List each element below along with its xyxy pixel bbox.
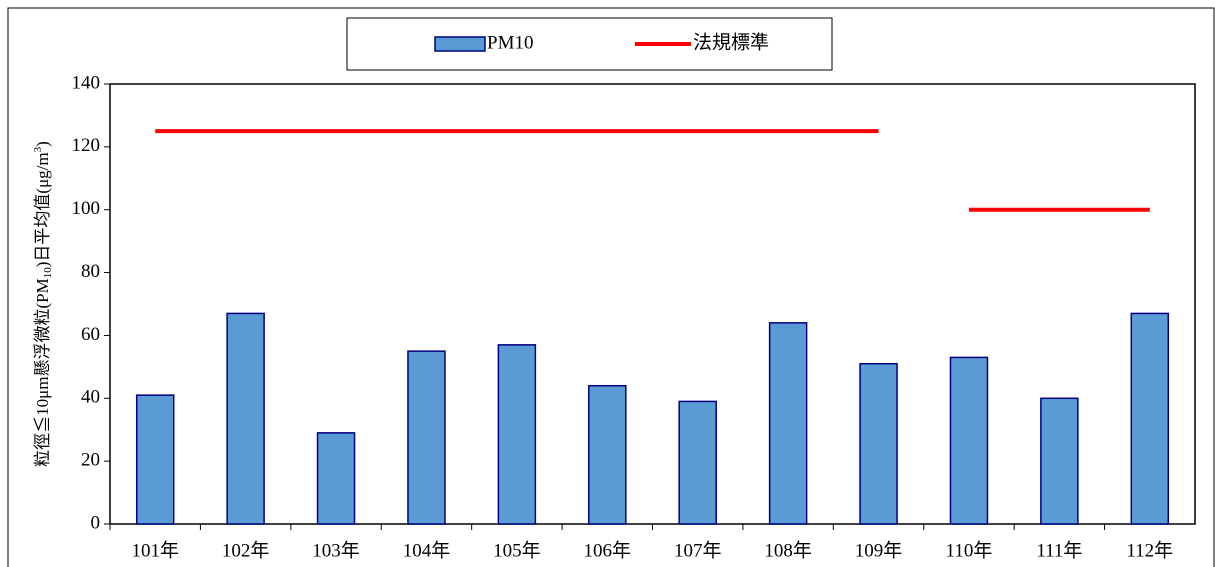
x-tick-label: 104年: [403, 539, 451, 561]
bar: [859, 362, 898, 525]
y-label-sup: 3: [32, 146, 44, 152]
legend-label: 法規標準: [693, 31, 769, 53]
y-tick-label: 120: [72, 135, 101, 156]
bar: [678, 400, 717, 525]
bar: [497, 344, 537, 525]
y-tick-label: 80: [81, 261, 100, 282]
x-tick-label: 109年: [855, 539, 903, 561]
x-tick-label: 101年: [131, 539, 179, 561]
y-tick-label: 100: [72, 198, 101, 219]
legend-swatch: [434, 36, 486, 52]
y-label-part: ): [33, 141, 52, 147]
x-tick-label: 103年: [312, 539, 360, 561]
bar: [135, 394, 175, 525]
x-tick-label: 105年: [493, 539, 541, 561]
x-tick-label: 112年: [1126, 539, 1173, 561]
bar: [1130, 312, 1170, 525]
y-label-part: 粒徑≦10μm懸浮微粒(PM: [33, 278, 52, 467]
y-tick-label: 20: [81, 450, 100, 471]
y-axis-label: 粒徑≦10μm懸浮微粒(PM10)日平均值(μg/m3): [32, 141, 54, 467]
y-tick-label: 0: [91, 512, 101, 533]
bar: [768, 322, 808, 525]
x-tick-label: 107年: [674, 539, 722, 561]
x-tick-label: 108年: [764, 539, 812, 561]
bar: [226, 312, 265, 525]
x-tick-label: 106年: [584, 539, 632, 561]
x-tick-label: 111年: [1036, 539, 1082, 561]
x-tick-label: 102年: [222, 539, 270, 561]
legend-box: [346, 17, 833, 71]
y-label-part: )日平均值(μg/m: [33, 152, 52, 267]
chart-frame: [7, 7, 1215, 567]
legend-label: PM10: [487, 32, 533, 53]
bar: [316, 432, 356, 525]
y-tick-label: 60: [81, 324, 100, 345]
y-tick-label: 40: [81, 387, 100, 408]
x-tick-label: 110年: [946, 539, 993, 561]
bar: [588, 384, 627, 525]
plot-area: [109, 83, 1196, 525]
bar: [1040, 397, 1079, 525]
y-label-sub: 10: [42, 267, 54, 279]
y-tick-label: 140: [72, 72, 101, 93]
bar: [407, 350, 446, 525]
bar: [949, 356, 989, 525]
